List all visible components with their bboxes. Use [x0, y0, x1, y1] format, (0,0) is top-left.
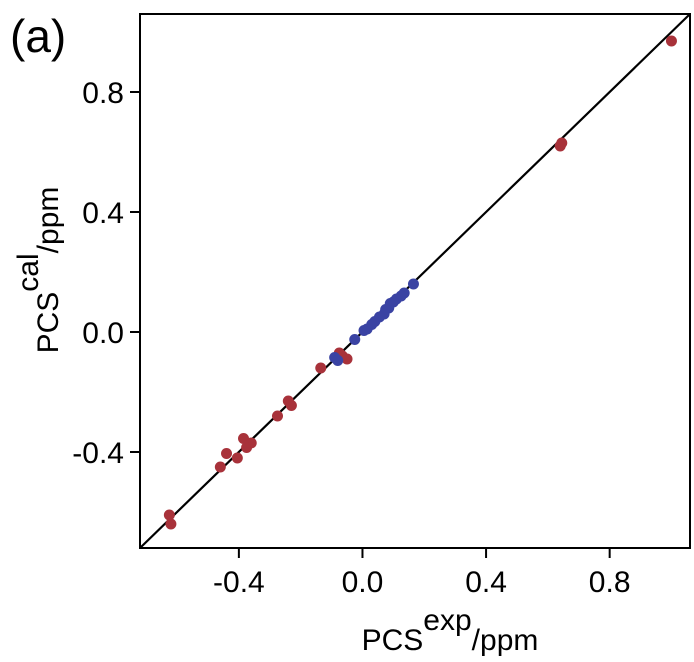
panel-label: (a)	[10, 10, 66, 62]
red-data-point	[231, 452, 243, 464]
blue-data-point	[349, 334, 361, 345]
y-tick-label: 0.4	[82, 197, 124, 230]
blue-data-point	[407, 278, 419, 290]
y-axis-title: PCScal/ppm	[12, 187, 65, 354]
x-tick-label: 0.4	[465, 566, 507, 599]
red-data-point	[214, 461, 226, 473]
y-tick-label: -0.4	[72, 437, 124, 470]
x-tick-label: -0.4	[213, 566, 265, 599]
red-data-point	[272, 410, 283, 422]
blue-data-point	[358, 325, 370, 336]
x-axis-title-sub: /ppm	[472, 624, 539, 657]
red-data-point	[665, 35, 677, 47]
red-data-point	[163, 509, 175, 521]
data-points	[163, 35, 677, 530]
x-tick-label: 0.8	[589, 566, 631, 599]
y-axis-title-main: PCS	[32, 292, 65, 354]
y-axis-title-sub: /ppm	[32, 187, 65, 254]
red-data-point	[315, 362, 327, 374]
red-data-point	[341, 353, 353, 365]
red-data-point	[285, 400, 297, 411]
plot-frame	[139, 13, 691, 549]
y-tick-label: 0.0	[82, 317, 124, 350]
red-data-point	[241, 442, 253, 453]
red-data-point	[556, 137, 568, 149]
y-axis-ticks: -0.4 0.0 0.4 0.8	[72, 77, 140, 470]
x-axis-title: PCSexp/ppm	[362, 604, 539, 657]
x-tick-label: 0.0	[342, 566, 384, 599]
x-axis-title-main: PCS	[362, 624, 424, 657]
x-axis-ticks: -0.4 0.0 0.4 0.8	[213, 548, 631, 599]
red-data-point	[221, 448, 233, 459]
y-tick-label: 0.8	[82, 77, 124, 110]
blue-data-point	[332, 355, 344, 366]
red-data-point	[165, 518, 177, 530]
y-axis-title-sup: cal	[12, 253, 45, 291]
x-axis-title-sup: exp	[423, 604, 471, 637]
